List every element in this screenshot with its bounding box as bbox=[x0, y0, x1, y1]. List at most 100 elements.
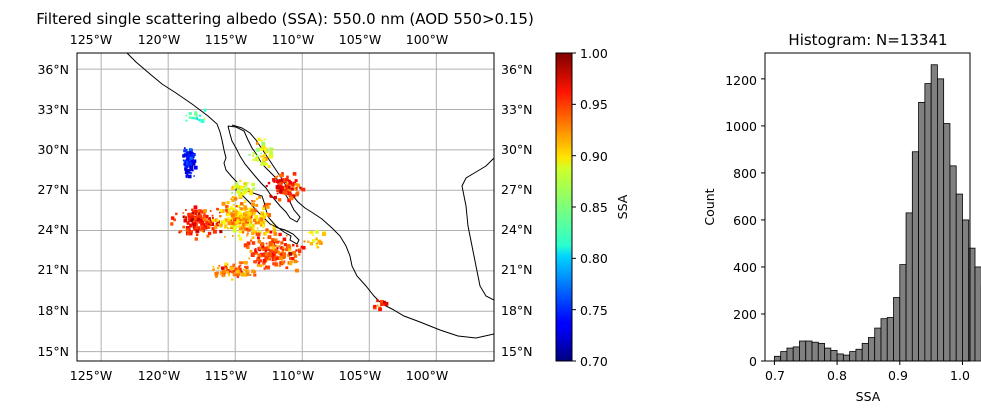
ssa-point bbox=[261, 155, 264, 158]
ssa-point bbox=[281, 172, 284, 175]
ssa-point bbox=[189, 151, 193, 155]
ssa-point bbox=[230, 206, 233, 209]
ssa-point bbox=[275, 251, 278, 254]
ssa-point bbox=[258, 218, 261, 221]
lat-tick-left: 36°N bbox=[37, 62, 69, 77]
ssa-point bbox=[240, 215, 245, 220]
ssa-point bbox=[215, 222, 219, 227]
ssa-point bbox=[245, 269, 248, 273]
ssa-point bbox=[238, 230, 242, 234]
ssa-point bbox=[286, 175, 289, 179]
ssa-point bbox=[268, 154, 273, 159]
lat-tick-right: 15°N bbox=[501, 344, 533, 359]
ssa-point bbox=[210, 222, 215, 227]
ssa-point bbox=[230, 219, 233, 222]
ssa-point bbox=[262, 245, 265, 248]
ssa-point bbox=[260, 161, 265, 166]
ssa-point bbox=[265, 265, 267, 268]
lat-tick-right: 30°N bbox=[501, 142, 533, 157]
ssa-point bbox=[201, 221, 205, 224]
ssa-point bbox=[376, 299, 379, 303]
ssa-point bbox=[262, 261, 266, 265]
ssa-point bbox=[288, 248, 292, 252]
ssa-point bbox=[214, 272, 219, 276]
ssa-point bbox=[182, 215, 186, 219]
histogram-bar bbox=[943, 123, 951, 362]
ssa-point bbox=[257, 232, 261, 237]
ssa-point bbox=[265, 163, 268, 166]
ssa-point bbox=[201, 224, 204, 227]
gulf-of-mexico-coastline bbox=[461, 157, 494, 301]
ssa-point bbox=[185, 151, 188, 154]
ssa-point bbox=[294, 179, 298, 183]
lon-tick-bottom: 110°W bbox=[272, 368, 314, 383]
ssa-point bbox=[254, 221, 258, 225]
ssa-point bbox=[254, 157, 259, 161]
ssa-point bbox=[226, 207, 231, 212]
ssa-point bbox=[188, 171, 191, 174]
ssa-point bbox=[288, 252, 293, 256]
ssa-point bbox=[277, 250, 281, 254]
ssa-point bbox=[239, 220, 244, 224]
ssa-point bbox=[281, 240, 284, 243]
lat-tick-left: 18°N bbox=[37, 303, 69, 318]
lat-tick-left: 33°N bbox=[37, 102, 69, 117]
ssa-point bbox=[252, 229, 255, 233]
ssa-point bbox=[243, 272, 248, 277]
ssa-point bbox=[194, 111, 197, 114]
ssa-point bbox=[272, 228, 276, 232]
ssa-point bbox=[244, 190, 247, 193]
ssa-point bbox=[253, 270, 257, 273]
ssa-point bbox=[242, 223, 246, 227]
ssa-point bbox=[191, 153, 195, 158]
ssa-point bbox=[189, 224, 192, 227]
ssa-point bbox=[251, 236, 255, 240]
ssa-point bbox=[183, 147, 186, 149]
ssa-point bbox=[245, 227, 249, 231]
ssa-point bbox=[239, 190, 241, 193]
ssa-point bbox=[226, 227, 230, 230]
ssa-point bbox=[201, 217, 205, 221]
ssa-point bbox=[298, 253, 301, 256]
ssa-point bbox=[261, 213, 264, 216]
ssa-point bbox=[185, 174, 188, 178]
ssa-point bbox=[195, 117, 199, 120]
ssa-point bbox=[275, 180, 279, 184]
ssa-point bbox=[254, 159, 257, 162]
ssa-point bbox=[241, 202, 244, 205]
ssa-point bbox=[226, 213, 230, 217]
ssa-point bbox=[194, 117, 197, 120]
ssa-point bbox=[282, 252, 287, 256]
ssa-point bbox=[383, 300, 386, 304]
ssa-point bbox=[260, 224, 263, 226]
lon-ticks-top: 125°W 120°W 115°W 110°W 105°W 100°W bbox=[70, 32, 448, 47]
ssa-point bbox=[197, 209, 201, 213]
ssa-point bbox=[206, 234, 210, 238]
ssa-point bbox=[228, 274, 231, 277]
ssa-point bbox=[256, 227, 259, 230]
ssa-point bbox=[262, 157, 266, 162]
ssa-point bbox=[184, 148, 188, 152]
ssa-point bbox=[230, 198, 232, 200]
ssa-point bbox=[190, 218, 195, 223]
ssa-point bbox=[265, 252, 269, 256]
ssa-point bbox=[284, 187, 287, 190]
ssa-point bbox=[289, 256, 293, 260]
ssa-point bbox=[282, 248, 285, 251]
histogram-bar bbox=[774, 355, 782, 362]
ssa-point bbox=[242, 185, 245, 188]
ssa-point bbox=[187, 222, 190, 225]
ssa-point bbox=[222, 220, 226, 225]
ssa-point bbox=[274, 262, 279, 267]
ssa-point bbox=[232, 273, 236, 277]
ssa-point bbox=[239, 237, 243, 241]
ssa-point bbox=[262, 264, 265, 267]
ssa-point bbox=[246, 245, 250, 250]
ssa-point bbox=[255, 209, 258, 212]
colorbar-tick: 0.75 bbox=[580, 303, 608, 318]
ssa-point bbox=[191, 211, 194, 215]
ssa-point bbox=[187, 174, 192, 179]
ssa-point bbox=[282, 246, 285, 249]
ssa-point bbox=[221, 201, 226, 206]
ssa-point bbox=[246, 232, 249, 235]
